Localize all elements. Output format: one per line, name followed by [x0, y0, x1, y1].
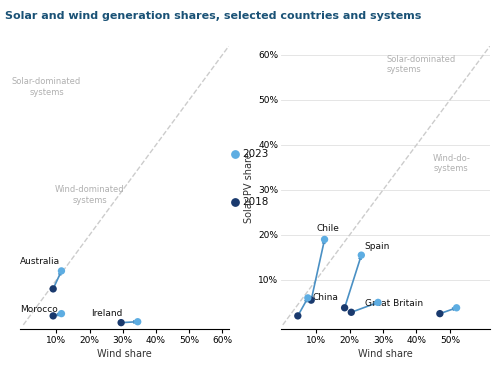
Text: Solar-dominated
systems: Solar-dominated systems	[12, 77, 81, 97]
Point	[304, 295, 312, 301]
Point	[49, 313, 57, 319]
Point	[340, 305, 348, 311]
Point	[58, 268, 66, 274]
Point	[436, 311, 444, 317]
Point	[231, 199, 239, 205]
Point	[452, 305, 460, 311]
Text: China: China	[313, 293, 338, 303]
Point	[348, 309, 356, 315]
Text: Ireland: Ireland	[92, 309, 122, 318]
Text: Australia: Australia	[20, 257, 60, 267]
Text: 2023: 2023	[242, 149, 268, 159]
Point	[320, 236, 328, 242]
Point	[49, 286, 57, 292]
X-axis label: Wind share: Wind share	[358, 350, 413, 360]
Point	[134, 319, 141, 325]
Point	[117, 319, 125, 326]
Point	[358, 252, 366, 258]
Text: Wind-do-
systems: Wind-do- systems	[433, 154, 471, 173]
Text: Wind-dominated
systems: Wind-dominated systems	[55, 185, 124, 205]
Text: Solar-dominated
systems: Solar-dominated systems	[386, 55, 456, 74]
Text: Chile: Chile	[316, 224, 339, 232]
X-axis label: Wind share: Wind share	[97, 350, 152, 360]
Point	[294, 313, 302, 319]
Text: Great Britain: Great Britain	[364, 299, 423, 308]
Point	[58, 311, 66, 317]
Text: 2018: 2018	[242, 197, 268, 207]
Point	[231, 151, 239, 157]
Point	[374, 300, 382, 306]
Text: Solar and wind generation shares, selected countries and systems: Solar and wind generation shares, select…	[5, 11, 422, 21]
Point	[307, 297, 315, 303]
Text: Morocco: Morocco	[20, 304, 58, 314]
Y-axis label: Solar PV share: Solar PV share	[244, 152, 254, 223]
Text: Spain: Spain	[364, 242, 390, 250]
